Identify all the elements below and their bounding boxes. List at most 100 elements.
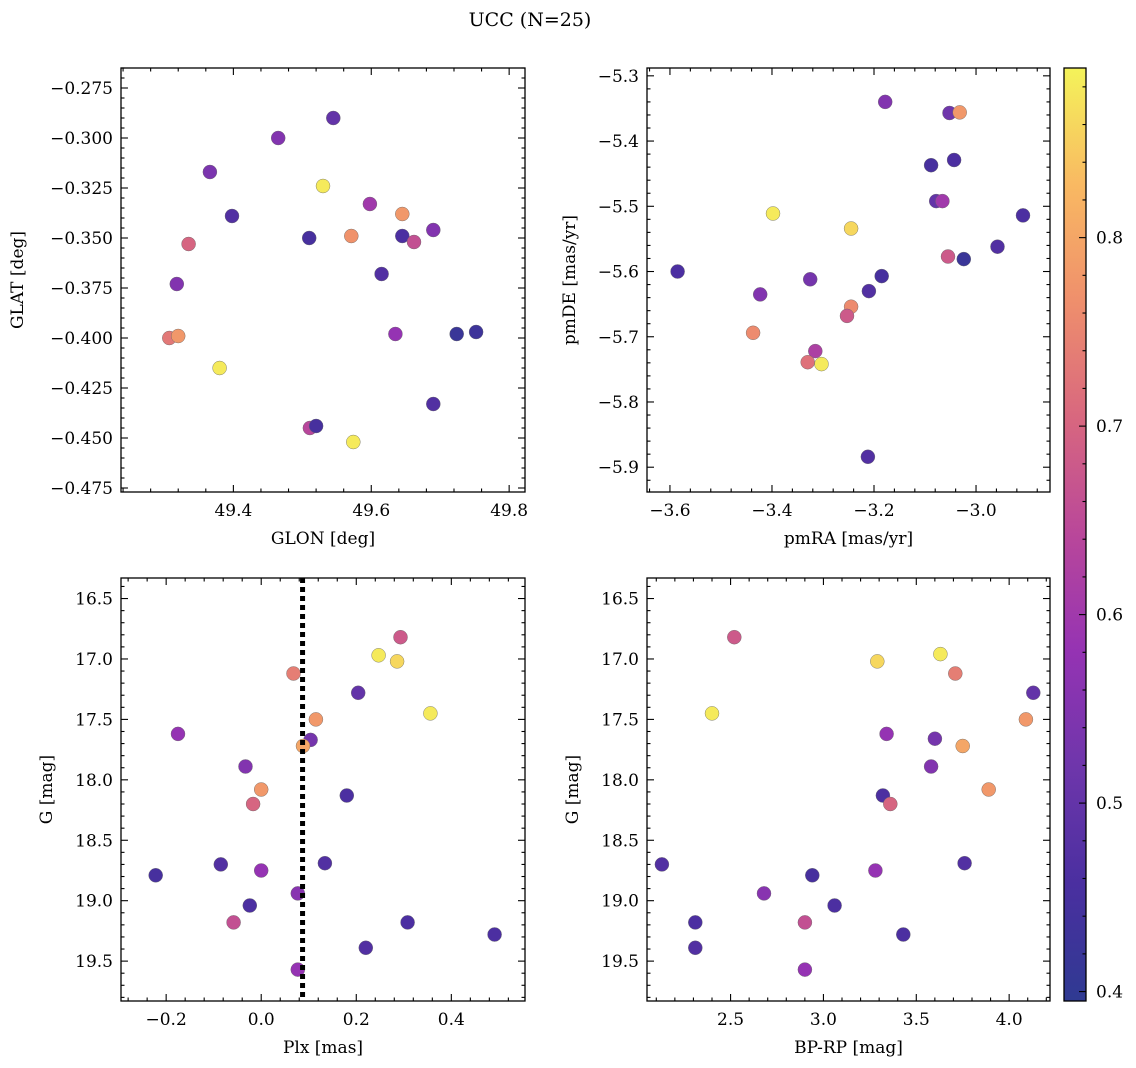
data-point	[308, 418, 324, 434]
y-tick-label: −5.8	[598, 393, 639, 413]
data-point	[395, 206, 410, 222]
panel-plx-g: −0.2 0.0 0.2 0.4 16.5 17.0 17.5 18.0 18.5 19.0 19.…	[37, 577, 526, 1058]
data-point	[468, 324, 484, 340]
data-point	[346, 434, 361, 450]
data-point	[981, 782, 996, 797]
data-point	[426, 222, 441, 238]
y-tick-label: −0.350	[50, 229, 113, 249]
y-axis-label: G [mag]	[37, 755, 57, 824]
x-axis-label: pmRA [mas/yr]	[784, 529, 913, 549]
data-point	[358, 940, 373, 955]
y-tick-label: 17.5	[75, 710, 113, 730]
y-tick-label: −0.425	[50, 379, 113, 399]
data-point	[326, 110, 341, 126]
data-point	[245, 796, 261, 812]
data-point	[1015, 208, 1031, 223]
colorbar-frame	[1063, 67, 1087, 1002]
x-tick-label: 49.8	[490, 501, 528, 521]
data-point	[286, 666, 301, 681]
data-point	[654, 857, 670, 872]
data-point	[870, 654, 885, 669]
colorbar-tick-label: 0.6	[1096, 606, 1123, 626]
data-point	[371, 648, 386, 663]
x-axis-label: GLON [deg]	[271, 529, 375, 549]
x-tick-label: −3.2	[853, 501, 894, 521]
x-tick-label: −3.6	[649, 501, 690, 521]
data-point	[839, 308, 855, 324]
data-point	[170, 726, 186, 742]
data-point	[393, 630, 408, 645]
data-point	[212, 360, 227, 376]
data-point	[923, 157, 939, 173]
y-tick-label: −0.375	[50, 279, 113, 299]
x-tick-label: −3.0	[955, 501, 996, 521]
data-point	[933, 646, 948, 662]
x-tick-label: 3.0	[810, 1010, 837, 1030]
data-point	[271, 130, 286, 146]
data-point	[688, 915, 703, 930]
data-point	[756, 886, 772, 901]
colorbar-tick-label: 0.4	[1096, 983, 1123, 1003]
data-point	[169, 276, 185, 292]
y-tick-label: −5.6	[598, 263, 639, 283]
data-point	[202, 164, 218, 180]
data-point	[874, 268, 889, 284]
data-point	[389, 654, 405, 669]
x-tick-label: 49.4	[214, 501, 252, 521]
data-point	[449, 326, 464, 342]
y-tick-label: 19.5	[75, 952, 113, 972]
y-tick-label: 19.0	[75, 892, 113, 912]
data-point	[860, 449, 876, 464]
y-axis-label: pmDE [mas/yr]	[560, 215, 580, 345]
data-point	[351, 685, 366, 700]
data-point	[362, 196, 378, 212]
data-point	[923, 759, 939, 774]
data-point	[181, 236, 196, 252]
y-tick-label: −0.475	[50, 479, 113, 499]
x-tick-label: 4.0	[996, 1010, 1023, 1030]
data-point	[952, 105, 967, 120]
data-point	[308, 712, 324, 727]
x-axis-label: Plx [mas]	[283, 1038, 363, 1058]
y-tick-label: 18.5	[601, 831, 639, 851]
data-point	[388, 326, 403, 342]
axes-frame	[646, 67, 1051, 493]
y-tick-label: 18.5	[75, 831, 113, 851]
data-point	[946, 152, 962, 168]
data-point	[670, 264, 685, 279]
data-point	[148, 868, 163, 883]
y-tick-label: −0.325	[50, 179, 113, 199]
y-axis-label: G [mag]	[563, 755, 583, 824]
y-tick-label: 19.5	[601, 952, 639, 972]
y-tick-label: 18.0	[75, 771, 113, 791]
panel-glon-glat: 49.4 49.6 49.8 −0.475 −0.450 −0.425 −0.400 −0.3…	[8, 67, 528, 549]
y-tick-label: 18.0	[601, 771, 639, 791]
data-point	[843, 221, 859, 236]
panel-pmra-pmde: −3.6 −3.4 −3.2 −3.0 −5.9 −5.8 −5.7 −5.6 −5.5 −5.4…	[560, 67, 1051, 549]
y-tick-label: −0.450	[50, 429, 113, 449]
data-point	[426, 396, 441, 412]
y-tick-label: −0.400	[50, 329, 113, 349]
data-point	[704, 706, 720, 721]
data-point	[170, 328, 186, 344]
data-point	[883, 796, 898, 812]
axes-frame	[646, 577, 1051, 1002]
x-tick-label: 49.6	[352, 501, 390, 521]
y-tick-label: −0.300	[50, 129, 113, 149]
data-point	[302, 230, 317, 246]
colorbar-tick-label: 0.7	[1096, 417, 1123, 437]
data-point	[406, 234, 422, 250]
x-tick-label: −0.2	[146, 1010, 187, 1030]
data-point	[879, 726, 894, 742]
y-tick-label: 17.5	[601, 710, 639, 730]
data-point	[374, 266, 389, 282]
y-tick-label: −5.5	[598, 197, 639, 217]
x-tick-label: 0.0	[248, 1010, 275, 1030]
data-point	[344, 228, 359, 244]
data-point	[224, 208, 240, 224]
data-point	[990, 239, 1005, 254]
data-point	[487, 927, 502, 942]
data-point	[226, 915, 241, 930]
data-point	[805, 868, 820, 883]
